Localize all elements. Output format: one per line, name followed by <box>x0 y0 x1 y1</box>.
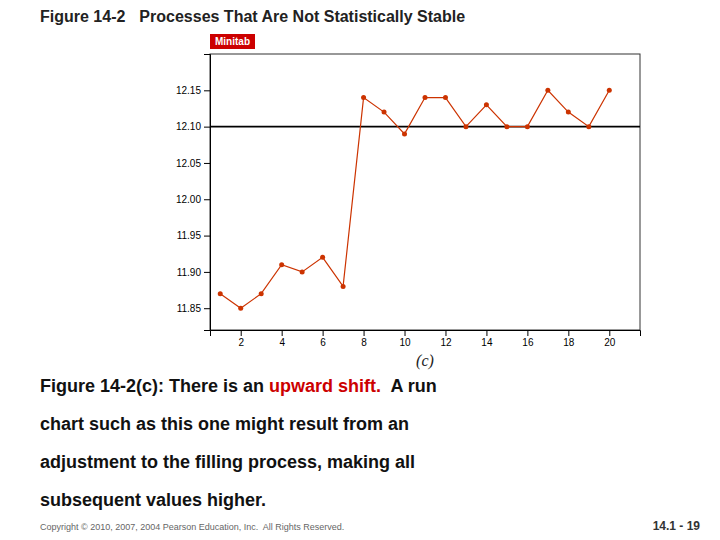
panel-label: (c) <box>416 352 434 370</box>
data-point <box>484 102 489 107</box>
y-tick-mark <box>204 163 210 164</box>
title: Figure 14-2 <box>40 8 125 25</box>
y-tick: 11.90 <box>177 267 210 278</box>
x-tick-label: 2 <box>238 337 244 348</box>
y-tick-label: 11.85 <box>177 303 202 314</box>
x-tick-mark <box>241 330 242 336</box>
x-tick: 2 <box>238 330 244 348</box>
x-tick: 8 <box>361 330 367 348</box>
x-tick-mark <box>609 330 610 336</box>
body-text: adjustment to the filling process, makin… <box>40 452 415 472</box>
data-point <box>382 110 387 115</box>
x-tick: 14 <box>481 330 493 348</box>
x-tick-mark <box>323 330 324 336</box>
x-axis: 2 4 6 8 10 12 14 16 18 20 <box>211 330 641 348</box>
y-tick-label: 11.95 <box>177 230 202 241</box>
x-tick-label: 4 <box>279 337 285 348</box>
y-tick: 11.95 <box>177 230 210 241</box>
x-tick-mark <box>405 330 406 336</box>
plot-data <box>210 88 640 311</box>
x-tick: 4 <box>279 330 285 348</box>
y-axis: 11.85 11.90 11.95 12.00 12.05 12.10 12.15 <box>176 55 211 331</box>
x-tick-label: 14 <box>481 337 493 348</box>
x-tick-mark <box>527 330 528 336</box>
data-point <box>504 124 509 129</box>
y-tick-mark <box>204 199 210 200</box>
data-point <box>443 95 448 100</box>
data-point <box>238 306 243 311</box>
x-tick-label: 12 <box>440 337 452 348</box>
x-tick-label: 6 <box>320 337 326 348</box>
badge-background <box>210 34 255 49</box>
x-tick-label: 18 <box>563 337 575 348</box>
x-tick-label: 10 <box>399 337 411 348</box>
data-point <box>607 88 612 93</box>
body-text: upward shift. <box>269 376 381 396</box>
data-point <box>259 291 264 296</box>
data-point <box>423 95 428 100</box>
data-point <box>566 110 571 115</box>
x-tick-mark <box>486 330 487 336</box>
y-tick: 12.05 <box>176 158 210 169</box>
y-tick-mark <box>204 272 210 273</box>
y-tick-mark <box>204 308 210 309</box>
data-point <box>402 131 407 136</box>
y-axis-line <box>204 55 211 331</box>
data-point <box>218 291 223 296</box>
y-tick-mark <box>204 236 210 237</box>
y-tick-label: 12.15 <box>176 85 201 96</box>
data-point <box>279 262 284 267</box>
body-text: A run <box>381 376 437 396</box>
plot-frame <box>210 54 640 330</box>
y-tick-label: 12.05 <box>176 158 201 169</box>
x-tick: 18 <box>563 330 575 348</box>
body-text: Figure 14-2(c): There is an <box>40 376 269 396</box>
y-tick-mark <box>204 127 210 128</box>
copyright: Copyright © 2010, 2007, 2004 Pearson Edu… <box>40 522 344 532</box>
x-tick-mark <box>282 330 283 336</box>
page-number: 14.1 - 19 <box>653 519 701 533</box>
data-point <box>545 88 550 93</box>
x-tick: 10 <box>399 330 411 348</box>
y-tick: 12.15 <box>176 85 210 96</box>
page: Figure 14-2 Processes That Are Not Statis… <box>0 0 720 540</box>
y-tick-label: 12.10 <box>176 121 201 132</box>
data-point <box>300 269 305 274</box>
body-text: subsequent values higher. <box>40 490 266 510</box>
x-tick-label: 8 <box>361 337 367 348</box>
x-tick-mark <box>568 330 569 336</box>
x-tick: 6 <box>320 330 326 348</box>
x-tick: 16 <box>522 330 534 348</box>
data-point <box>361 95 366 100</box>
y-tick-label: 12.00 <box>176 194 201 205</box>
x-tick-label: 16 <box>522 337 534 348</box>
x-tick: 20 <box>604 330 616 348</box>
data-point <box>586 124 591 129</box>
y-tick: 12.10 <box>176 121 210 132</box>
data-point <box>341 284 346 289</box>
data-point <box>463 124 468 129</box>
y-tick-mark <box>204 90 210 91</box>
data-line <box>220 90 609 308</box>
badge-label: Minitab <box>215 36 250 47</box>
x-tick: 12 <box>440 330 452 348</box>
x-tick-mark <box>445 330 446 336</box>
center-line <box>210 126 640 128</box>
y-tick: 12.00 <box>176 194 210 205</box>
y-tick-label: 11.90 <box>177 267 202 278</box>
subtitle: Processes That Are Not Statistically Sta… <box>139 8 465 25</box>
x-tick-label: 20 <box>604 337 616 348</box>
x-axis-line <box>211 331 641 337</box>
data-point <box>320 255 325 260</box>
x-tick-mark <box>364 330 365 336</box>
data-point <box>525 124 530 129</box>
y-tick: 11.85 <box>177 303 210 314</box>
body-text: chart such as this one might result from… <box>40 414 409 434</box>
minitab-badge: Minitab <box>210 34 255 49</box>
